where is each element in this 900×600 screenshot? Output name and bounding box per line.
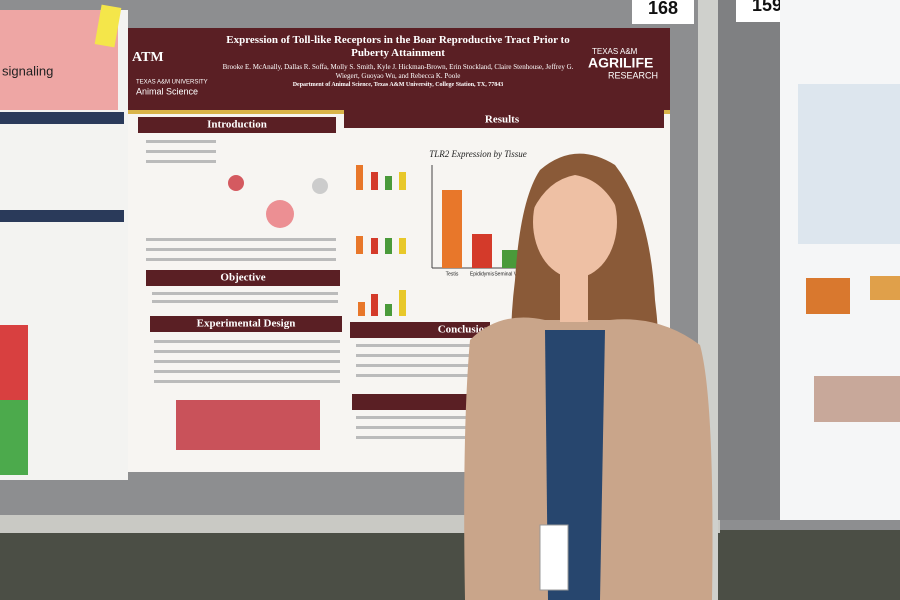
- floor: [0, 530, 900, 600]
- right-poster-figure: [814, 376, 900, 422]
- right-board: [718, 0, 780, 520]
- right-poster-figure: [806, 278, 850, 314]
- left-poster-heading: signaling: [2, 63, 53, 78]
- heatmap: [0, 400, 28, 475]
- poster-header: [128, 28, 670, 110]
- section-header: [350, 322, 490, 338]
- section-title: Conclusion: [438, 324, 491, 336]
- section-header: [352, 394, 472, 410]
- category-label: Seminal Vesicle: [494, 271, 530, 277]
- poster-heading: Expression of Toll-like Receptors in the…: [222, 34, 574, 88]
- poster-affiliation: Department of Animal Science, Texas A&M …: [292, 82, 504, 88]
- section-title: Introduction: [207, 119, 267, 131]
- section-header: [146, 270, 340, 286]
- sticky-note: [94, 4, 122, 48]
- right-poster: [780, 0, 900, 520]
- section-title: Experimental Design: [197, 318, 296, 330]
- category-label: Testis: [446, 271, 459, 277]
- right-poster-block: [798, 84, 900, 244]
- section-title: Objective: [220, 272, 265, 284]
- left-band: [0, 210, 124, 222]
- logo-right: TEXAS A&M: [592, 47, 638, 56]
- booth-card: [632, 0, 694, 24]
- diagram-cell: [266, 200, 294, 228]
- person: [464, 153, 713, 600]
- logo-star: ATM: [132, 50, 164, 65]
- category-label: Epididymis: [470, 271, 495, 277]
- diagram-cell: [228, 175, 244, 191]
- poster-title: Expression of Toll-like Receptors in the…: [226, 34, 570, 59]
- logo-right: RESEARCH: [608, 70, 658, 80]
- poster-authors: Brooke E. McAnally, Dallas R. Soffa, Mol…: [222, 63, 574, 80]
- logo-right: AGRILIFE: [588, 55, 653, 71]
- section-title: Results: [485, 114, 520, 126]
- bar: [442, 190, 462, 268]
- right-poster-figure: [870, 276, 900, 300]
- section-header: [150, 316, 342, 332]
- left-band: [0, 112, 124, 124]
- mini-charts: [356, 165, 406, 316]
- bar: [472, 234, 492, 268]
- booth-number: 159: [752, 0, 782, 15]
- section-header: [138, 117, 336, 133]
- chart-title: TLR2 Expression by Tissue: [429, 149, 526, 159]
- logo-left: TEXAS A&M UNIVERSITY: [136, 80, 208, 86]
- tissue-photo: [176, 400, 320, 450]
- logo-left: Animal Science: [136, 86, 198, 96]
- booth-number: 168: [648, 0, 678, 18]
- diagram-cell: [312, 178, 328, 194]
- body-text: [146, 140, 476, 439]
- section-header: [344, 110, 664, 128]
